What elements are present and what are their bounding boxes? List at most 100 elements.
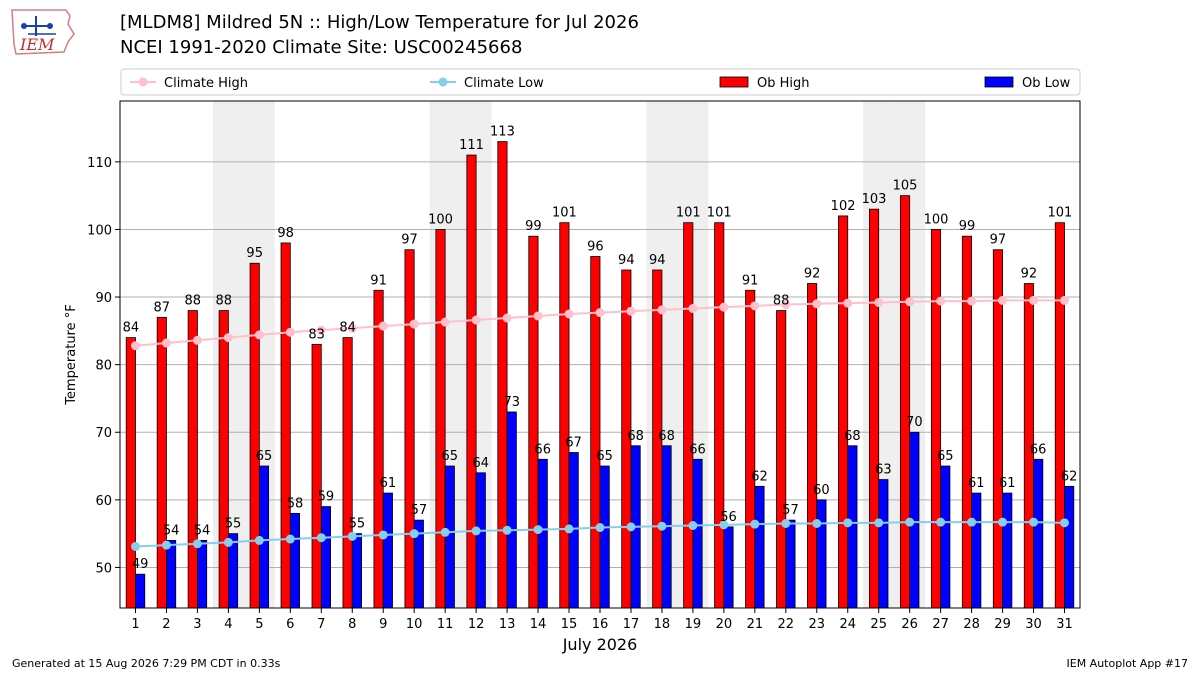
- ob-high-label-19: 101: [676, 206, 701, 221]
- ob-low-bar-30: [1033, 458, 1044, 609]
- weekend-shade-11: [429, 101, 461, 608]
- ob-low-bar-13: [506, 411, 517, 609]
- ob-high-bar-5: [249, 262, 260, 609]
- x-tick-label-20: 20: [716, 617, 733, 632]
- climate-low-point-14: [533, 525, 543, 535]
- climate-low-point-17: [626, 522, 636, 532]
- ob-low-label-28: 61: [968, 476, 985, 491]
- ob-low-bar-12: [475, 472, 486, 609]
- climate-low-point-28: [967, 517, 977, 527]
- y-tick-label-110: 110: [87, 156, 112, 171]
- climate-low-point-3: [192, 539, 202, 549]
- ob-low-label-22: 57: [782, 503, 799, 518]
- ob-high-bar-21: [745, 289, 756, 609]
- ob-low-bar-19: [692, 458, 703, 609]
- ob-high-label-15: 101: [552, 206, 577, 221]
- ob-high-label-20: 101: [707, 206, 732, 221]
- x-tick-label-11: 11: [437, 617, 454, 632]
- x-tick-label-22: 22: [778, 617, 795, 632]
- weekend-shade-4: [212, 101, 244, 608]
- climate-high-point-30: [1029, 295, 1039, 305]
- ob-low-label-2: 54: [163, 523, 180, 538]
- ob-low-bar-27: [940, 465, 951, 609]
- climate-low-line: [135, 521, 1065, 548]
- ob-low-label-30: 66: [1030, 442, 1047, 457]
- climate-high-point-12: [471, 315, 481, 325]
- ob-low-label-6: 58: [287, 496, 304, 511]
- climate-low-point-15: [564, 524, 574, 534]
- ob-high-label-5: 95: [246, 246, 263, 261]
- climate-low-point-4: [223, 537, 233, 547]
- ob-high-bar-1: [125, 337, 136, 609]
- chart-subtitle: NCEI 1991-2020 Climate Site: USC00245668: [120, 37, 523, 58]
- legend-climate-low-label: Climate Low: [464, 76, 544, 91]
- climate-high-point-28: [967, 296, 977, 306]
- ob-high-label-26: 105: [893, 179, 918, 194]
- ob-low-label-17: 68: [627, 429, 644, 444]
- ob-low-label-21: 62: [751, 469, 768, 484]
- ob-low-bar-21: [754, 485, 765, 609]
- ob-low-bar-2: [166, 540, 177, 609]
- climate-high-point-10: [409, 319, 419, 329]
- ob-high-label-25: 103: [862, 192, 887, 207]
- climate-high-point-11: [440, 317, 450, 327]
- y-tick-label-60: 60: [95, 494, 112, 509]
- x-tick-label-23: 23: [809, 617, 826, 632]
- bar-labels: 84 49 87 54 88 54 88 55 95 65 98 58 83 59 84 55 91 61 97 57…: [123, 125, 1078, 573]
- chart-title: [MLDM8] Mildred 5N :: High/Low Temperatu…: [120, 12, 639, 33]
- y-tick-label-80: 80: [95, 359, 112, 374]
- climate-low-point-1: [130, 541, 140, 551]
- climate-high-point-14: [533, 311, 543, 321]
- y-tick-label-100: 100: [87, 223, 112, 238]
- ob-high-bar-3: [187, 310, 198, 609]
- x-tick-label-19: 19: [685, 617, 702, 632]
- climate-low-point-9: [378, 530, 388, 540]
- climate-high-point-15: [564, 309, 574, 319]
- legend-climate-high-marker: [138, 77, 148, 87]
- x-tick-label-10: 10: [406, 617, 423, 632]
- legend-ob-low-swatch: [984, 76, 1014, 88]
- climate-low-point-11: [440, 527, 450, 537]
- ob-high-label-4: 88: [215, 294, 232, 309]
- climate-high-point-9: [378, 321, 388, 331]
- climate-low-point-26: [905, 517, 915, 527]
- x-tick-label-5: 5: [255, 617, 263, 632]
- ob-high-label-9: 91: [370, 273, 387, 288]
- legend-box: [120, 68, 1081, 96]
- ob-high-label-23: 92: [804, 267, 821, 282]
- iowa-outline-icon: [11, 9, 75, 55]
- climate-lines: [130, 295, 1070, 551]
- x-tick-label-29: 29: [994, 617, 1011, 632]
- ob-high-bar-13: [497, 141, 508, 609]
- ob-low-label-13: 73: [503, 395, 520, 410]
- x-tick-label-7: 7: [317, 617, 325, 632]
- x-tick-label-15: 15: [561, 617, 578, 632]
- climate-high-point-4: [223, 333, 233, 343]
- ob-low-bar-28: [971, 492, 982, 609]
- x-tick-label-14: 14: [530, 617, 547, 632]
- x-axis-label: July 2026: [562, 635, 638, 654]
- ob-low-label-29: 61: [999, 476, 1016, 491]
- ob-high-bar-30: [1023, 283, 1034, 609]
- ob-low-label-10: 57: [411, 503, 428, 518]
- ob-low-bar-15: [568, 452, 579, 609]
- ob-high-label-16: 96: [587, 239, 604, 254]
- climate-high-point-8: [347, 323, 357, 333]
- ob-high-label-12: 111: [459, 138, 484, 153]
- x-tick-label-27: 27: [932, 617, 949, 632]
- ob-high-label-11: 100: [428, 212, 453, 227]
- ob-low-bar-6: [289, 512, 301, 609]
- climate-low-point-22: [781, 519, 791, 528]
- ob-high-bar-15: [559, 222, 570, 609]
- ob-low-bar-20: [723, 526, 734, 609]
- ob-low-bar-4: [227, 533, 239, 609]
- climate-high-point-2: [161, 338, 171, 348]
- legend-ob-high-swatch: [719, 76, 749, 88]
- ob-low-bar-18: [661, 445, 672, 609]
- ob-low-label-31: 62: [1061, 469, 1078, 484]
- y-axis-label: Temperature °F: [64, 304, 79, 405]
- ob-high-bar-22: [776, 310, 787, 609]
- x-tick-label-1: 1: [131, 617, 139, 632]
- legend-climate-low-marker: [438, 77, 448, 87]
